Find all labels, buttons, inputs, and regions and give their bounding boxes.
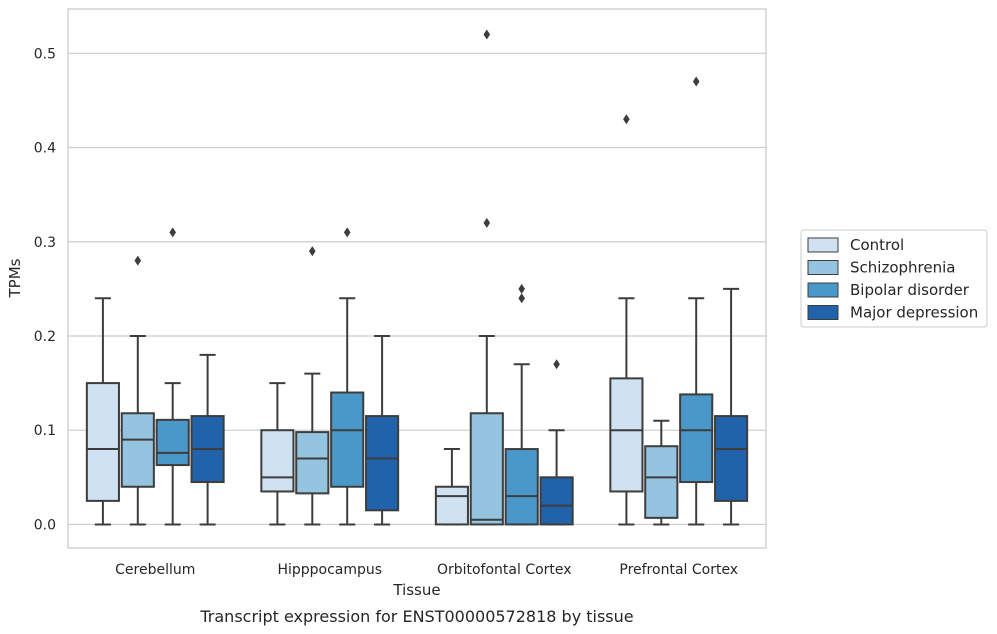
legend: Control Schizophrenia Bipolar disorder Majo… xyxy=(800,229,988,328)
y-tick-label: 0.5 xyxy=(34,46,56,62)
outlier-point xyxy=(343,227,351,238)
outlier-point xyxy=(623,114,630,125)
y-tick-label: 0.0 xyxy=(34,517,56,533)
legend-label: Major depression xyxy=(850,304,978,322)
plot-frame xyxy=(67,8,767,549)
outlier-point xyxy=(169,227,176,238)
outlier-point xyxy=(553,359,560,370)
legend-swatch xyxy=(807,282,839,298)
box-body xyxy=(120,412,155,488)
legend-frame xyxy=(800,229,988,328)
box-body xyxy=(85,382,120,502)
box-group xyxy=(295,246,330,526)
figure-caption: Transcript expression for ENST0000057281… xyxy=(199,607,633,626)
box-body xyxy=(365,415,400,512)
box-group xyxy=(120,255,155,526)
box-group xyxy=(644,419,679,526)
outlier-point xyxy=(483,29,491,40)
box-group xyxy=(504,283,539,526)
x-tick-label: Orbitofontal Cortex xyxy=(437,562,572,578)
box-group xyxy=(469,29,504,526)
box-body xyxy=(434,485,469,526)
y-tick-labels: 0.0 0.1 0.2 0.3 0.4 0.5 xyxy=(34,46,56,533)
box-group xyxy=(330,227,365,526)
y-tick-label: 0.4 xyxy=(34,141,56,157)
outlier-point xyxy=(134,255,142,266)
box-body xyxy=(295,431,330,495)
box-group xyxy=(190,353,225,526)
legend-swatch xyxy=(807,305,839,320)
box-group xyxy=(85,297,120,526)
box-body xyxy=(539,476,574,526)
box-group xyxy=(155,227,190,526)
outlier-point xyxy=(692,76,700,87)
box-body xyxy=(714,415,749,502)
outlier-point xyxy=(518,283,525,294)
box-body xyxy=(679,393,714,484)
x-tick-label: Hipppocampus xyxy=(277,562,382,578)
x-tick-labels: Cerebellum Hipppocampus Orbitofontal Corte… xyxy=(115,562,738,578)
box-body xyxy=(330,391,365,488)
box-group xyxy=(609,114,644,526)
x-tick-label: Cerebellum xyxy=(115,562,195,578)
legend-swatch xyxy=(807,237,839,253)
box-group xyxy=(679,76,714,526)
boxes xyxy=(85,29,749,526)
box-group xyxy=(714,287,749,526)
y-tick-label: 0.2 xyxy=(34,329,56,345)
outlier-point xyxy=(483,217,491,228)
box-body xyxy=(504,448,539,526)
box-body xyxy=(609,377,644,493)
box-group xyxy=(434,448,469,526)
y-axis-title: TPMs xyxy=(6,258,24,298)
legend-label: Control xyxy=(850,236,904,254)
outlier-point xyxy=(518,293,525,304)
box-body xyxy=(260,429,295,493)
box-group xyxy=(539,359,574,526)
box-body xyxy=(155,418,190,467)
legend-swatch xyxy=(807,260,839,275)
x-tick-label: Prefrontal Cortex xyxy=(619,562,738,578)
y-tick-label: 0.1 xyxy=(34,423,56,439)
legend-label: Schizophrenia xyxy=(850,259,955,277)
x-axis-title: Tissue xyxy=(392,581,440,599)
y-tick-label: 0.3 xyxy=(34,235,56,251)
outlier-point xyxy=(309,246,316,257)
box-group xyxy=(260,382,295,526)
legend-label: Bipolar disorder xyxy=(850,281,970,299)
box-body xyxy=(469,412,504,526)
box-body xyxy=(644,445,679,519)
box-group xyxy=(365,334,400,526)
